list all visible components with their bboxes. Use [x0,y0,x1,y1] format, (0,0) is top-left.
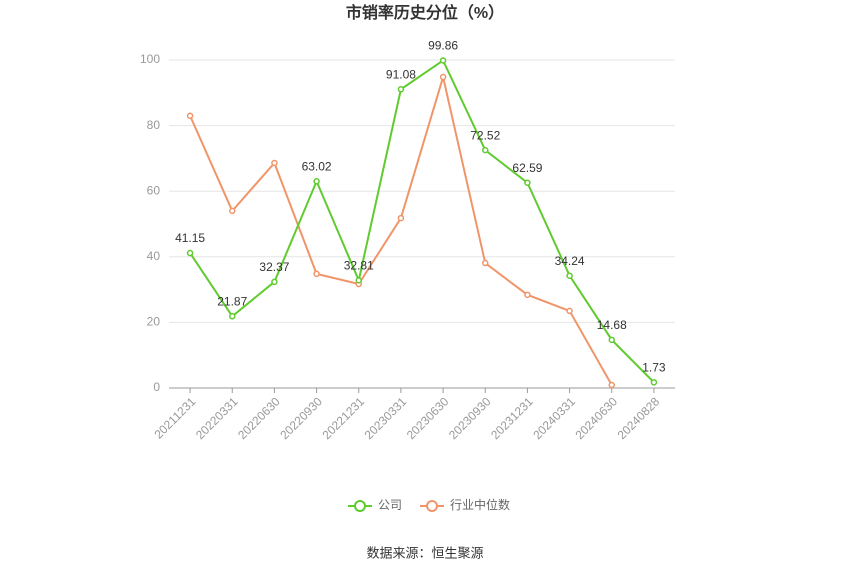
point [439,73,447,81]
point [313,270,320,278]
legend-marker [426,500,439,512]
y-tick-label: 0 [153,380,160,394]
point [650,379,658,386]
x-tick-label: 20230930 [446,394,494,442]
data-label: 14.68 [597,318,627,332]
chart-title: 市销率历史分位（%） [346,3,504,22]
point [229,313,236,320]
legend-label: 行业中位数 [450,497,510,512]
legend-label: 公司 [378,498,402,512]
point [524,179,531,186]
x-tick-label: 20211231 [151,394,198,441]
data-label: 72.52 [470,128,500,142]
point [186,249,194,257]
point [229,207,236,215]
point [355,277,362,284]
point [482,146,489,154]
data-label: 34.24 [555,254,585,268]
point [524,291,531,299]
point [482,259,489,267]
x-tick-label: 20240331 [530,394,578,442]
x-tick-label: 20220930 [277,394,325,442]
data-label: 1.73 [642,360,666,374]
point [397,214,405,222]
point [608,336,615,344]
y-tick-label: 60 [147,183,161,197]
y-tick-label: 100 [140,52,160,66]
line-series [189,58,655,384]
data-label: 91.08 [386,67,416,81]
data-label: 62.59 [512,161,542,175]
x-tick-label: 20240828 [615,394,663,442]
data-label: 63.02 [302,159,332,173]
data-label: 99.86 [428,39,458,53]
data-label: 41.15 [175,231,205,245]
x-tick-label: 20220630 [235,394,283,442]
x-tick-label: 20230630 [404,394,452,442]
y-tick-label: 40 [147,249,161,263]
point [566,307,573,315]
data-label: 32.81 [344,259,374,273]
point [271,159,278,167]
legend-marker [354,500,366,512]
point [313,178,320,185]
x-tick-label: 20221231 [319,394,367,442]
x-tick-label: 20230331 [362,394,410,442]
x-tick-label: 20231231 [488,394,536,442]
point [439,57,447,64]
y-tick-label: 20 [147,315,161,329]
point [397,86,405,93]
point [608,381,615,389]
data-label: 21.87 [217,294,247,308]
x-tick-label: 20240630 [572,394,620,442]
point [186,112,194,120]
x-tick-label: 20220331 [193,394,241,442]
data-label: 32.37 [259,260,289,274]
point [271,278,278,286]
source: 数据来源：恒生聚源 [366,545,483,560]
y-tick-label: 80 [147,118,161,132]
point [566,272,573,279]
